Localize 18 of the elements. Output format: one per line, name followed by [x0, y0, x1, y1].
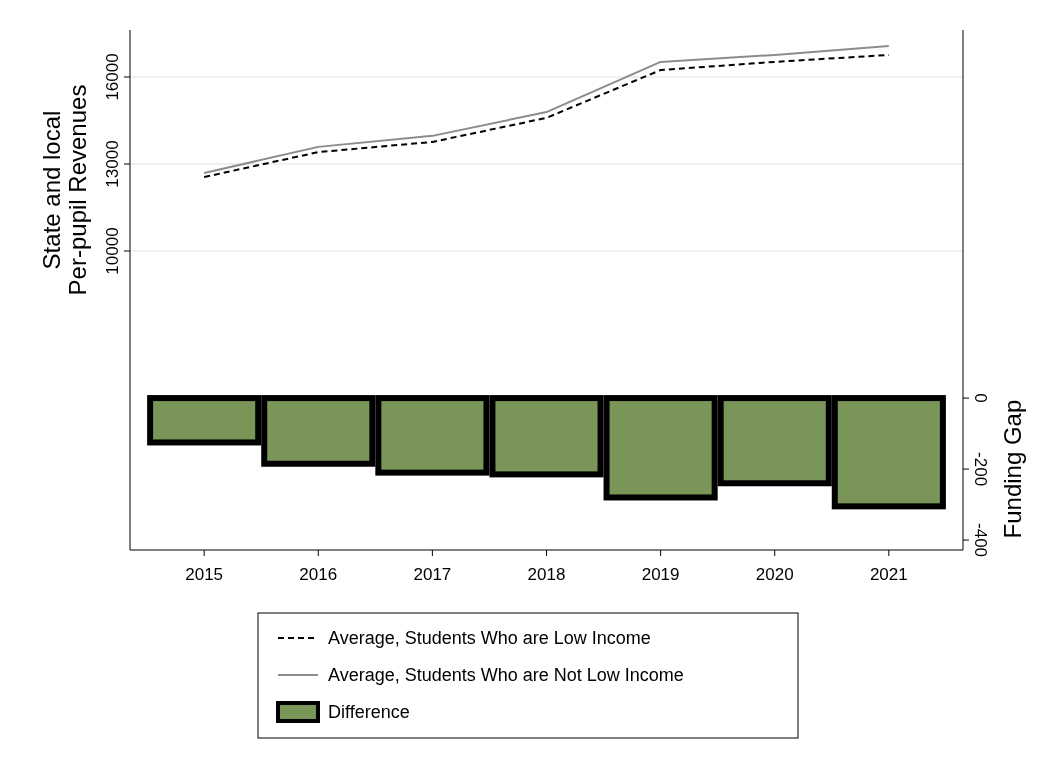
- x-tick-label: 2018: [527, 565, 566, 584]
- y-tick-label: 10000: [103, 227, 122, 275]
- x-tick-label: 2017: [413, 565, 452, 584]
- y2-tick-label: 0: [971, 393, 990, 403]
- y-tick-label: 16000: [103, 53, 122, 101]
- y2-tick-label: -200: [971, 452, 990, 487]
- y-tick-label: 13000: [103, 140, 122, 188]
- x-tick-label: 2016: [299, 565, 338, 584]
- x-tick-label: 2020: [755, 565, 794, 584]
- y2-tick-label: -400: [971, 523, 990, 558]
- y-axis-title: State and local Per-pupil Revenues: [38, 84, 91, 296]
- x-tick-label: 2021: [869, 565, 908, 584]
- y2-axis-title: Funding Gap: [999, 399, 1026, 539]
- legend-label: Difference: [328, 702, 410, 722]
- x-tick-label: 2019: [641, 565, 680, 584]
- x-tick-label: 2015: [185, 565, 224, 584]
- legend-label: Average, Students Who are Low Income: [328, 628, 651, 648]
- legend-label: Average, Students Who are Not Low Income: [328, 665, 684, 685]
